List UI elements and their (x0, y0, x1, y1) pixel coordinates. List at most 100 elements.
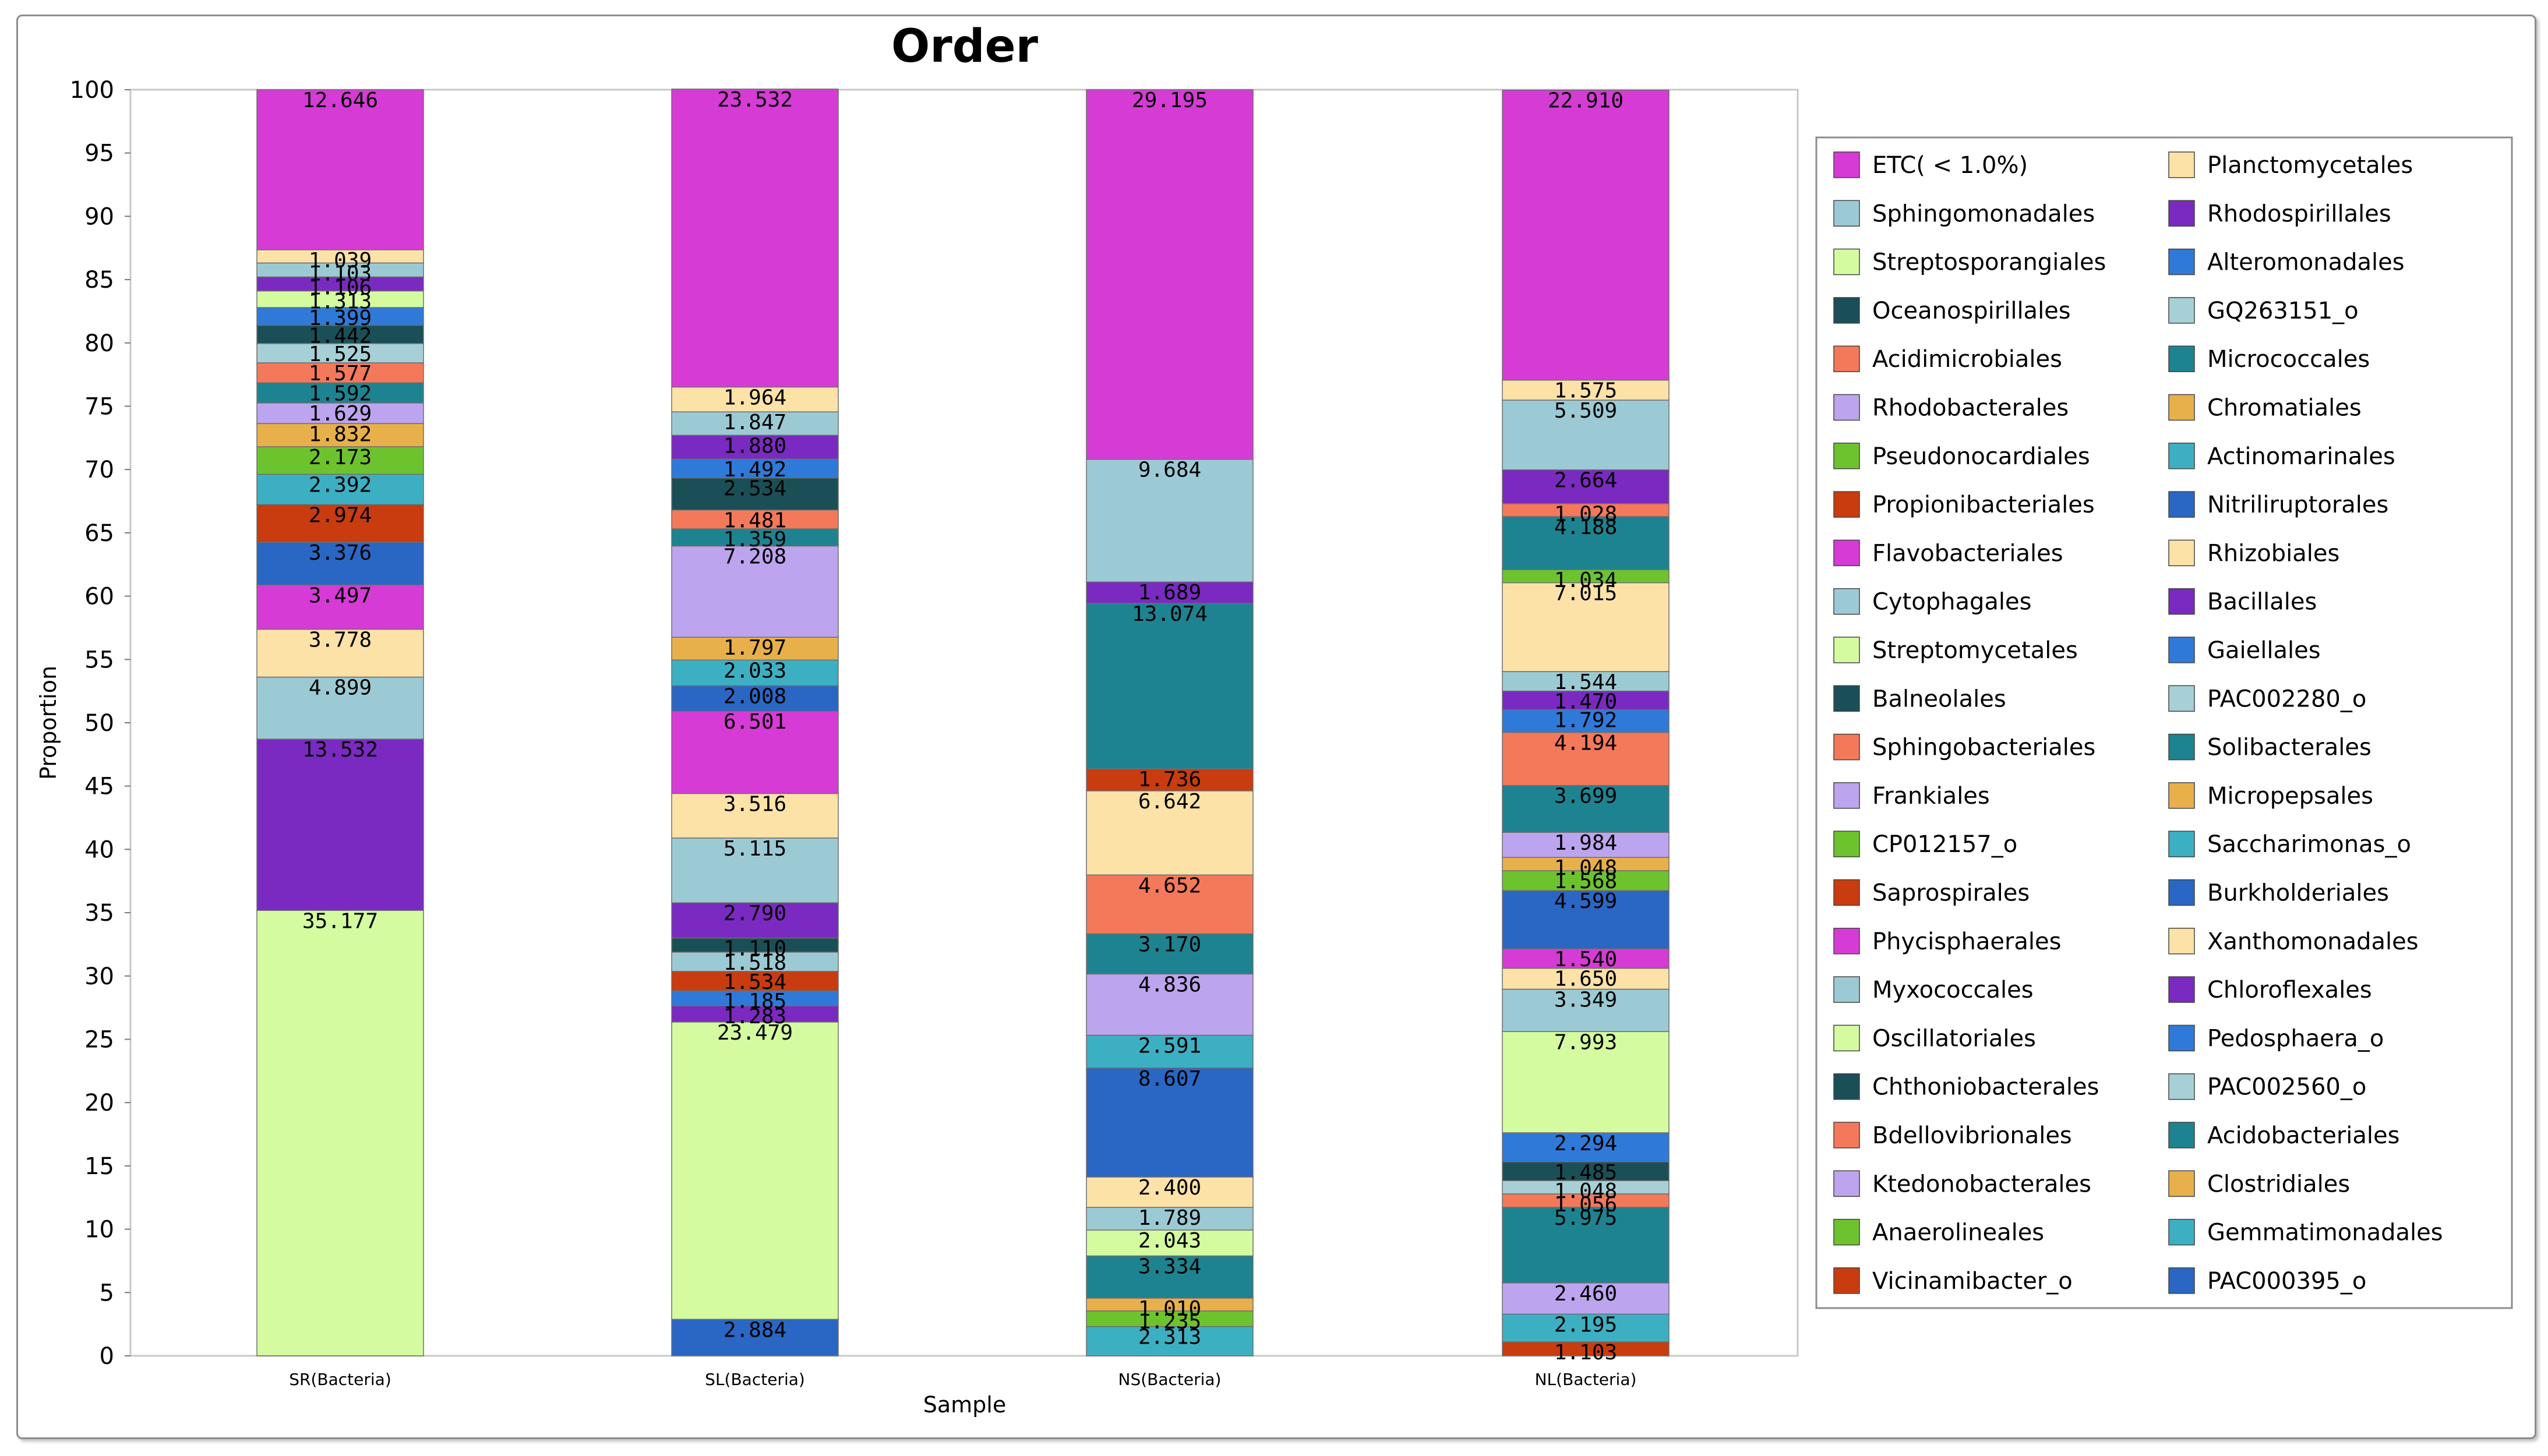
data-label: 1.592 (309, 381, 372, 405)
legend-label: Acidobacteriales (2207, 1122, 2399, 1149)
bar-segment (256, 628, 424, 678)
y-tick-label: 25 (84, 1027, 114, 1054)
bar-segment (1502, 690, 1670, 711)
legend-item: Vicinamibacter_o (1833, 1267, 2073, 1295)
bar-segment (256, 290, 424, 308)
y-tick-label: 50 (84, 710, 114, 737)
data-label: 1.028 (1554, 503, 1617, 526)
legend-swatch (1833, 1170, 1860, 1197)
legend-item: Sphingomonadales (1833, 200, 2095, 227)
legend-item: Frankiales (1833, 782, 1990, 810)
y-tick-label: 40 (84, 836, 114, 863)
legend-label: Ktedonobacterales (1872, 1171, 2091, 1197)
legend-label: Solibacterales (2207, 734, 2371, 761)
legend-swatch (1833, 733, 1860, 761)
legend-item: Rhizobiales (2168, 539, 2339, 567)
bar-segment (1502, 709, 1670, 733)
legend-swatch (2168, 831, 2195, 857)
legend-label: Burkholderiales (2207, 880, 2389, 907)
bar-segment (1086, 1068, 1254, 1178)
legend-swatch (2168, 637, 2195, 663)
data-label: 7.208 (724, 545, 786, 568)
bar-segment (256, 362, 424, 384)
data-label: 2.884 (724, 1318, 786, 1342)
legend-label: Pseudonocardiales (1872, 443, 2090, 470)
data-label: 1.534 (724, 970, 786, 994)
y-tick-label: 95 (84, 140, 114, 167)
legend-label: Balneolales (1872, 685, 2006, 712)
data-label: 9.684 (1138, 458, 1201, 482)
legend-item: Bdellovibrionales (1833, 1122, 2072, 1149)
x-axis-ticks: SR(Bacteria) SL(Bacteria) NS(Bacteria) NL(B… (289, 1370, 1636, 1389)
y-tick-label: 45 (84, 773, 114, 800)
bar-segment (1086, 1326, 1254, 1356)
legend-item: Bacillales (2168, 588, 2317, 616)
legend-label: PAC000395_o (2207, 1268, 2366, 1295)
chart-title: Order (891, 20, 1039, 73)
legend-label: Propionibacteriales (1872, 492, 2095, 518)
legend-label: Pedosphaera_o (2207, 1025, 2384, 1052)
legend-item: PAC002280_o (2168, 685, 2366, 712)
bar-segment (1502, 671, 1670, 692)
bar-segment (671, 685, 839, 712)
data-label: 1.792 (1554, 709, 1617, 733)
data-label: 1.689 (1138, 581, 1201, 605)
data-label: 1.106 (309, 275, 372, 299)
legend-label: Bacillales (2207, 589, 2317, 616)
legend-swatch (1833, 588, 1860, 615)
data-label: 2.173 (309, 446, 372, 469)
legend-swatch (2168, 928, 2195, 955)
data-label: 8.607 (1138, 1067, 1201, 1091)
legend-swatch (1833, 248, 1860, 275)
legend-swatch (1833, 297, 1860, 324)
data-label: 3.699 (1554, 784, 1617, 808)
legend-item: Alteromonadales (2168, 248, 2405, 276)
legend-label: Saccharimonas_o (2207, 831, 2411, 858)
legend-item: Ktedonobacterales (1833, 1170, 2091, 1197)
legend-label: Phycisphaerales (1872, 928, 2061, 955)
y-tick-label: 10 (84, 1217, 114, 1243)
bar-segment (1086, 1176, 1254, 1208)
legend-box (1815, 136, 2513, 1309)
legend-label: Sphingobacteriales (1872, 734, 2095, 761)
legend-swatch (2168, 151, 2195, 178)
legend-label: Chromatiales (2207, 395, 2362, 422)
legend-item: Micropepsales (2168, 782, 2373, 810)
data-label: 7.015 (1554, 582, 1617, 606)
legend-swatch (1833, 685, 1860, 712)
legend-swatch (1833, 1218, 1860, 1246)
data-label: 1.185 (724, 989, 786, 1013)
bar-segment (1086, 790, 1254, 876)
legend-swatch (1833, 394, 1860, 421)
data-label: 1.984 (1554, 831, 1617, 855)
bar-segment (671, 477, 839, 511)
legend-swatch (2168, 394, 2195, 421)
data-label: 1.442 (309, 324, 372, 348)
legend-swatch (2168, 539, 2195, 567)
legend-item: Myxococcales (1833, 976, 2034, 1003)
legend-swatch (1833, 976, 1860, 1003)
data-label: 5.509 (1554, 399, 1617, 423)
legend-item: Actinomarinales (2168, 443, 2395, 470)
x-tick-label: SL(Bacteria) (705, 1370, 805, 1389)
bar-segment (256, 423, 424, 447)
y-tick-label: 70 (84, 457, 114, 483)
x-tick-label: NL(Bacteria) (1535, 1370, 1637, 1389)
legend-swatch (2168, 588, 2195, 615)
data-label: 1.575 (1554, 379, 1617, 403)
legend-label: CP012157_o (1872, 831, 2017, 858)
data-label: 1.235 (1138, 1310, 1201, 1334)
data-label: 1.110 (724, 937, 786, 961)
data-label: 1.359 (724, 528, 786, 552)
data-label: 2.195 (1554, 1313, 1617, 1337)
data-label: 4.194 (1554, 731, 1617, 755)
data-label: 1.485 (1554, 1161, 1617, 1185)
data-label: 1.313 (309, 290, 372, 314)
legend-label: Micropepsales (2207, 783, 2373, 810)
bar-segment (1502, 784, 1670, 833)
data-label: 2.534 (724, 477, 786, 501)
legend-label: Chthoniobacterales (1872, 1074, 2099, 1101)
data-label: 6.501 (724, 710, 786, 734)
data-label: 1.399 (309, 306, 372, 330)
legend-swatch (2168, 297, 2195, 324)
